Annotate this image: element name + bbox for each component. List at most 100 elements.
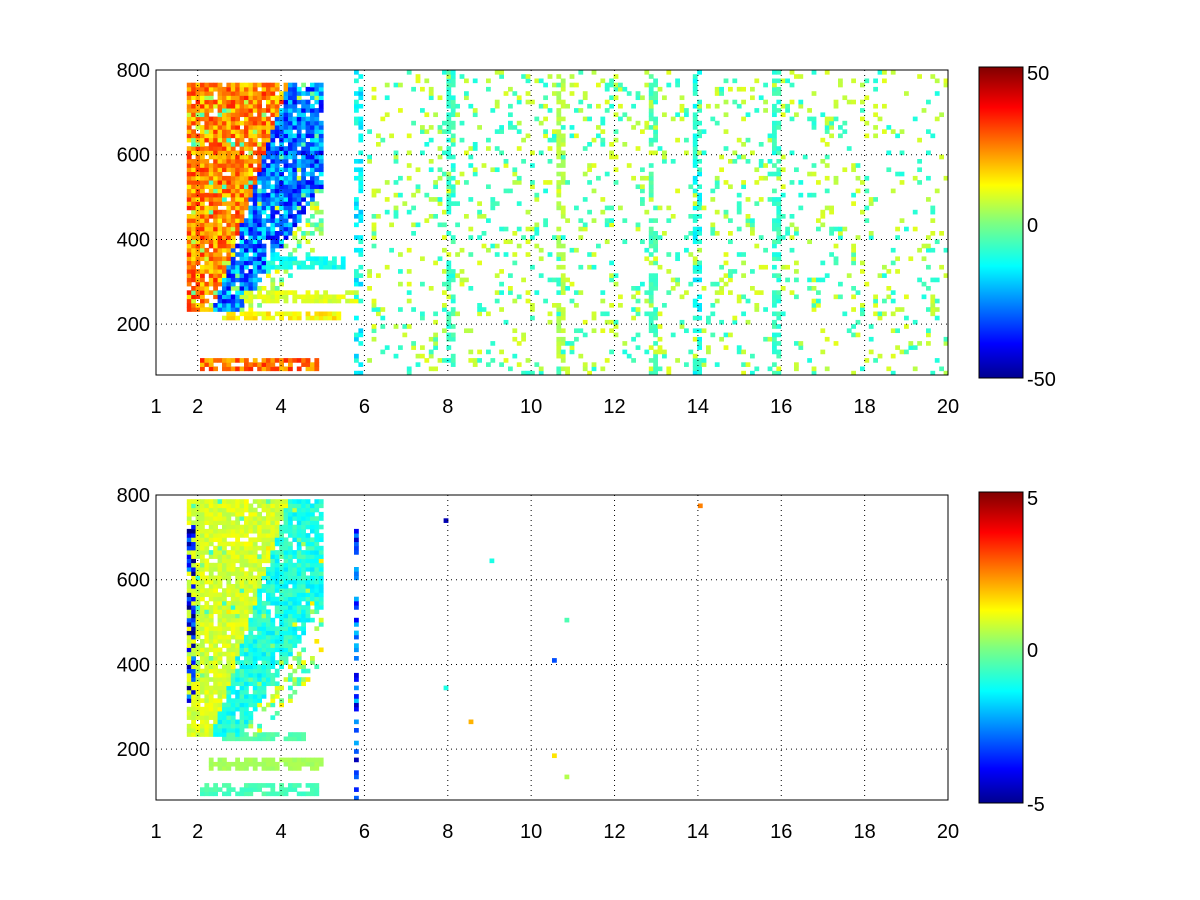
heatmap-cell — [820, 137, 826, 143]
heatmap-cell — [252, 732, 258, 737]
heatmap-cell — [626, 163, 632, 168]
heatmap-cell — [310, 103, 315, 109]
heatmap-cell — [235, 167, 240, 173]
heatmap-cell — [609, 205, 614, 211]
heatmap-cell — [472, 112, 478, 118]
heatmap-cell — [446, 277, 452, 283]
heatmap-cell — [442, 303, 447, 308]
heatmap-cell — [261, 358, 267, 363]
heatmap-cell — [226, 660, 232, 665]
colorbar-top-mid-label: 0 — [1027, 215, 1038, 237]
heatmap-cell — [354, 541, 359, 547]
heatmap-cell — [679, 324, 685, 329]
heatmap-cell — [222, 120, 227, 126]
heatmap-cell — [200, 137, 205, 143]
heatmap-cell — [530, 370, 535, 376]
heatmap-cell — [301, 579, 306, 585]
heatmap-cell — [204, 516, 210, 521]
heatmap-cell — [279, 256, 284, 262]
heatmap-cell — [305, 120, 311, 126]
heatmap-cell — [217, 120, 223, 126]
heatmap-cell — [468, 163, 474, 168]
heatmap-cell — [318, 260, 324, 266]
heatmap-cell — [296, 757, 302, 763]
heatmap-cell — [257, 218, 262, 223]
heatmap-cell — [534, 116, 540, 122]
heatmap-cell — [186, 600, 192, 606]
heatmap-cell — [270, 783, 276, 788]
heatmap-cell — [204, 537, 210, 543]
heatmap-cell — [279, 116, 284, 122]
heatmap-cell — [305, 129, 311, 134]
heatmap-cell — [204, 685, 210, 691]
heatmap-cell — [758, 95, 764, 101]
heatmap-cell — [279, 787, 284, 792]
heatmap-cell — [490, 243, 496, 249]
heatmap-cell — [556, 336, 562, 342]
heatmap-cell — [292, 528, 298, 534]
heatmap-cell — [288, 579, 293, 585]
heatmap-cell — [530, 264, 535, 270]
heatmap-cell — [222, 605, 227, 610]
heatmap-cell — [354, 315, 359, 321]
heatmap-cell — [468, 286, 474, 291]
heatmap-cell — [222, 766, 227, 771]
heatmap-cell — [521, 277, 526, 283]
heatmap-cell — [292, 617, 298, 623]
heatmap-cell — [186, 550, 192, 555]
heatmap-cell — [186, 609, 192, 615]
heatmap-cell — [477, 358, 482, 363]
heatmap-cell — [261, 252, 267, 257]
heatmap-cell — [279, 609, 284, 615]
heatmap-cell — [648, 370, 654, 376]
heatmap-cell — [266, 528, 271, 534]
heatmap-cell — [569, 247, 575, 253]
heatmap-cell — [248, 550, 254, 555]
heatmap-cell — [244, 358, 249, 363]
heatmap-cell — [318, 311, 324, 317]
heatmap-cell — [230, 180, 236, 185]
heatmap-cell — [186, 154, 192, 160]
heatmap-cell — [305, 677, 311, 682]
heatmap-cell — [239, 706, 245, 712]
heatmap-cell — [204, 214, 210, 219]
heatmap-cell — [204, 222, 210, 228]
heatmap-cell — [230, 163, 236, 168]
heatmap-cell — [899, 307, 905, 312]
heatmap-cell — [939, 112, 944, 118]
heatmap-cell — [631, 358, 636, 363]
heatmap-cell — [257, 95, 262, 101]
heatmap-cell — [222, 689, 227, 695]
heatmap-cell — [204, 205, 210, 211]
heatmap-cell — [213, 689, 218, 695]
heatmap-cell — [846, 146, 852, 151]
heatmap-cell — [776, 214, 782, 219]
heatmap-cell — [208, 706, 214, 712]
heatmap-cell — [226, 558, 232, 564]
heatmap-cell — [252, 634, 258, 640]
heatmap-cell — [217, 358, 223, 363]
heatmap-cell — [239, 311, 245, 317]
heatmap-cell — [283, 791, 289, 797]
heatmap-cell — [310, 507, 315, 513]
heatmap-cell — [235, 736, 240, 742]
heatmap-cell — [868, 231, 874, 236]
heatmap-cell — [279, 99, 284, 105]
heatmap-cell — [283, 617, 289, 623]
heatmap-cell — [446, 286, 452, 291]
heatmap-cell — [279, 605, 284, 610]
heatmap-cell — [230, 358, 236, 363]
heatmap-cell — [292, 103, 298, 109]
heatmap-cell — [318, 154, 324, 160]
heatmap-cell — [833, 175, 839, 181]
heatmap-cell — [222, 545, 227, 551]
heatmap-cell — [644, 311, 650, 317]
heatmap-cell — [252, 269, 258, 274]
heatmap-cell — [873, 303, 878, 308]
heatmap-cell — [393, 214, 399, 219]
heatmap-cell — [332, 260, 337, 266]
heatmap-cell — [288, 630, 293, 636]
heatmap-cell — [741, 184, 746, 190]
heatmap-cell — [499, 70, 504, 75]
heatmap-cell — [411, 86, 416, 92]
